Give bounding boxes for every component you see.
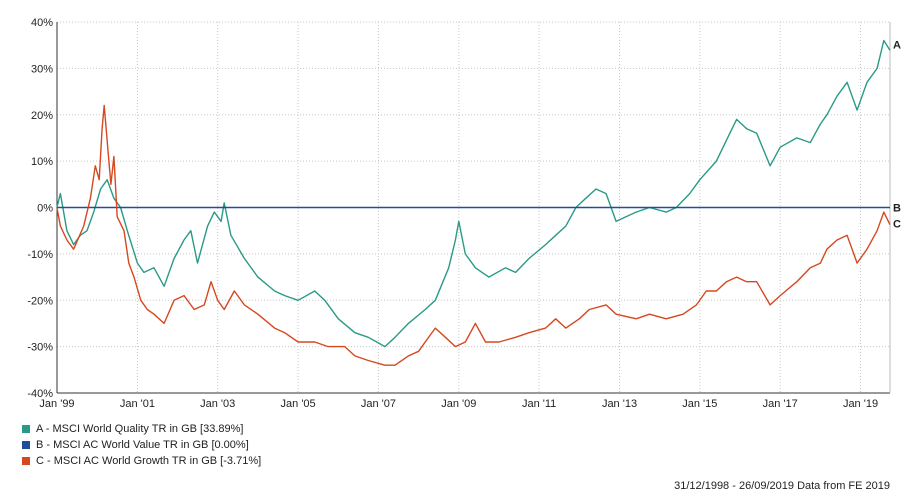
line-chart: 40% 30% 20% 10% 0% -10% -20% -30% -40%Jan '99 Jan…	[27, 17, 901, 410]
series-end-label-b: B	[893, 203, 901, 215]
legend-label-b: B - MSCI AC World Value TR in GB [0.00%]	[36, 439, 249, 451]
series-end-label-a: A	[893, 39, 901, 51]
x-tick-label: Jan '13	[602, 398, 637, 410]
y-tick-label: 30%	[31, 63, 53, 75]
x-tick-label: Jan '11	[522, 398, 556, 410]
x-tick-label: Jan '99	[39, 398, 74, 410]
axes: 40% 30% 20% 10% 0% -10% -20% -30% -40%Jan '99 Jan…	[27, 17, 891, 410]
series-end-labels: A BC	[893, 39, 901, 230]
x-tick-label: Jan '09	[441, 398, 476, 410]
x-tick-label: Jan '05	[281, 398, 316, 410]
legend-swatch-b	[22, 441, 30, 449]
legend: A - MSCI World Quality TR in GB [33.89%]…	[22, 421, 261, 469]
y-tick-label: -10%	[27, 249, 53, 261]
x-tick-label: Jan '19	[843, 398, 878, 410]
y-tick-label: -40%	[27, 388, 53, 400]
y-tick-label: 10%	[31, 156, 53, 168]
x-tick-label: Jan '17	[763, 398, 798, 410]
x-tick-label: Jan '03	[200, 398, 235, 410]
legend-item-b: B - MSCI AC World Value TR in GB [0.00%]	[22, 437, 261, 453]
y-tick-label: -20%	[27, 295, 53, 307]
legend-item-c: C - MSCI AC World Growth TR in GB [-3.71…	[22, 453, 261, 469]
y-tick-label: 20%	[31, 110, 53, 122]
legend-swatch-c	[22, 457, 30, 465]
y-tick-label: 0%	[37, 203, 53, 215]
source-note: 31/12/1998 - 26/09/2019 Data from FE 201…	[674, 480, 890, 492]
legend-label-c: C - MSCI AC World Growth TR in GB [-3.71…	[36, 455, 262, 467]
legend-label-a: A - MSCI World Quality TR in GB [33.89%]	[36, 423, 244, 435]
x-tick-label: Jan '07	[361, 398, 396, 410]
y-tick-label: -30%	[27, 342, 53, 354]
legend-swatch-a	[22, 425, 30, 433]
y-tick-label: 40%	[31, 17, 53, 29]
legend-item-a: A - MSCI World Quality TR in GB [33.89%]	[22, 421, 261, 437]
x-tick-label: Jan '01	[120, 398, 155, 410]
x-tick-label: Jan '15	[682, 398, 717, 410]
series-line-c	[56, 104, 891, 366]
series-end-label-c: C	[893, 219, 901, 231]
series-lines	[56, 39, 891, 366]
series-line-a	[56, 39, 891, 348]
